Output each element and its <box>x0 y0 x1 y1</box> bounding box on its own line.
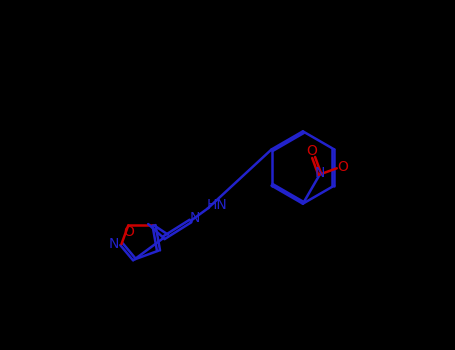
Text: O: O <box>307 144 318 158</box>
Text: O: O <box>338 160 349 174</box>
Text: O: O <box>123 225 134 239</box>
Text: HN: HN <box>206 198 227 212</box>
Text: N: N <box>314 166 325 180</box>
Text: N: N <box>190 211 200 225</box>
Text: N: N <box>109 237 119 251</box>
